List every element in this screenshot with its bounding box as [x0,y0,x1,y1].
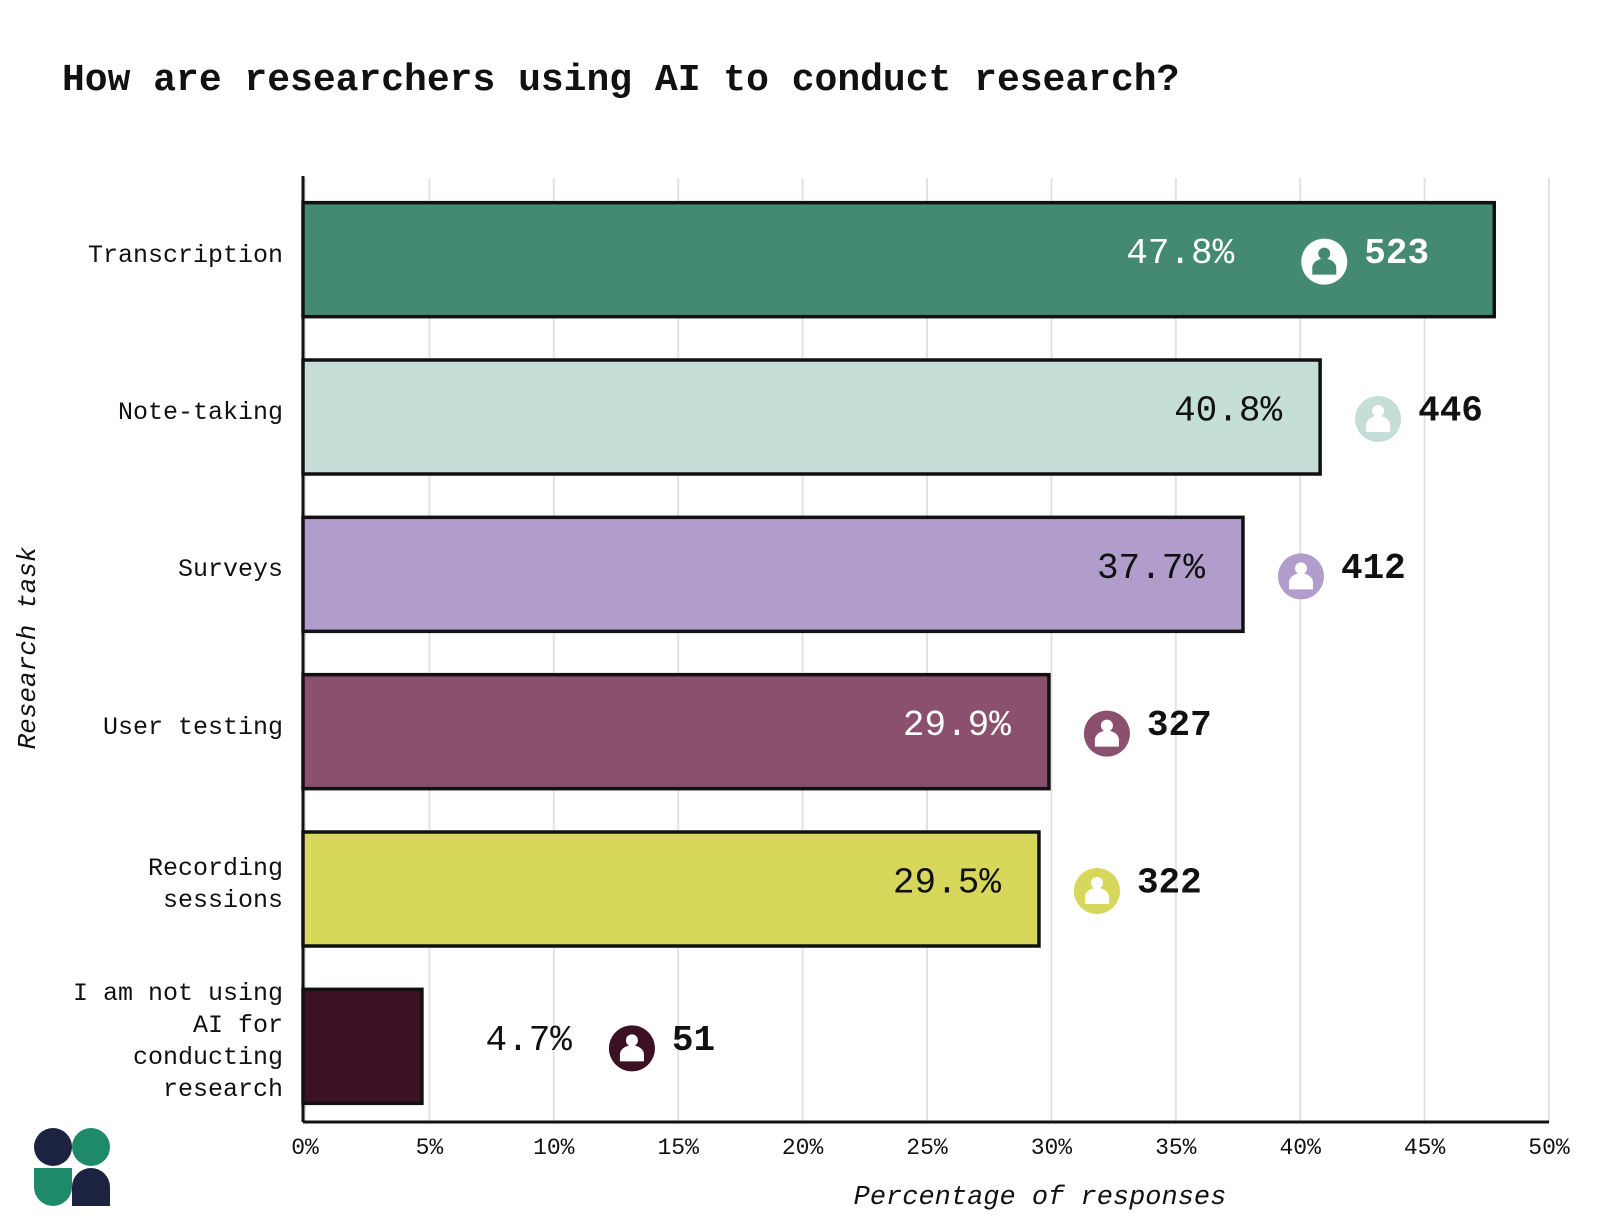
person-icon [1073,868,1120,914]
chart-title: How are researchers using AI to conduct … [62,59,1179,102]
value-label: 29.9% [903,705,1011,746]
value-label: 40.8% [1174,391,1282,432]
icon-body [1094,730,1119,747]
logo [34,1128,110,1206]
x-tick-label: 5% [416,1135,444,1161]
icon-head [1318,247,1331,260]
icon-head [625,1034,638,1047]
value-label: 47.8% [1126,233,1234,274]
person-icon [1083,710,1130,757]
x-tick-label: 50% [1528,1135,1570,1161]
x-axis-title: Percentage of responses [854,1183,1227,1213]
bar [301,358,1322,476]
bar [301,200,1497,319]
x-tick-label: 20% [782,1135,824,1161]
count-label: 523 [1364,233,1429,274]
count-label: 51 [672,1020,715,1061]
icon-body [1288,573,1313,590]
y-tick-label: Surveys [177,555,283,585]
x-tick-label: 15% [657,1135,699,1161]
y-tick-label: Note-taking [117,398,283,427]
x-tick-label: 35% [1155,1135,1197,1161]
bar [301,830,1041,948]
x-tick-label: 45% [1404,1135,1446,1161]
icon-head [1294,562,1307,575]
person-icon [1277,553,1324,600]
value-label: 4.7% [486,1020,573,1061]
y-axis-title: Research task [13,546,43,749]
y-tick-label: Recording sessions [147,854,283,915]
value-label: 29.5% [893,863,1001,904]
icon-body [1312,258,1337,275]
count-label: 327 [1147,705,1212,746]
person-icon [1301,238,1348,285]
person-icon [608,1025,655,1072]
value-label: 37.7% [1097,548,1205,589]
person-icon [1355,396,1402,442]
y-tick-label: User testing [102,712,283,742]
count-label: 412 [1341,548,1406,589]
icon-body [619,1045,644,1062]
bar [301,672,1051,791]
x-tick-label: 10% [533,1135,575,1161]
bar [301,515,1245,634]
icon-head [1100,719,1113,732]
x-tick-label: 25% [906,1135,948,1161]
icon-head [1090,877,1103,889]
icon-body [1366,416,1391,432]
count-label: 322 [1137,863,1202,904]
x-tick-label: 40% [1279,1135,1321,1161]
count-label: 446 [1418,391,1483,432]
x-tick-label: 30% [1031,1135,1073,1161]
x-tick-label: 0% [291,1135,319,1161]
y-tick-label: I am not using AI for conducting researc… [72,979,283,1105]
y-tick-label: Transcription [87,240,283,270]
bar [301,987,424,1106]
icon-body [1084,888,1109,904]
icon-head [1372,405,1385,417]
